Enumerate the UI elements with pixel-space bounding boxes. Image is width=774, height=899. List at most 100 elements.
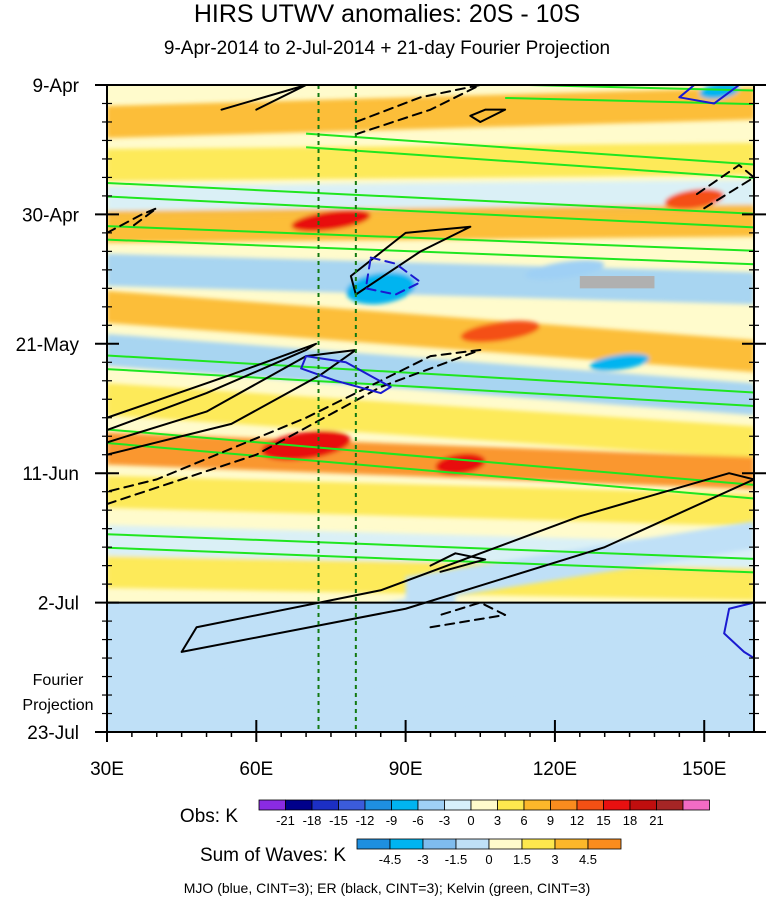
waves-colorbar-swatch: [422, 838, 457, 850]
obs-colorbar-swatch: [576, 799, 604, 811]
waves-colorbar-swatch: [455, 838, 490, 850]
kelvin-contour: [107, 354, 754, 394]
waves-colorbar-tick-label: 1.5: [513, 852, 531, 867]
chart-subtitle: 9-Apr-2014 to 2-Jul-2014 + 21-day Fourie…: [163, 38, 611, 59]
kelvin-contour: [107, 428, 754, 486]
waves-colorbar-swatch: [587, 838, 622, 850]
obs-colorbar-tick-label: -12: [356, 813, 375, 828]
er-contour: [107, 342, 318, 432]
waves-colorbar-tick-label: -3: [417, 852, 429, 867]
obs-colorbar-swatch: [470, 799, 498, 811]
projection-label: Fourier: [33, 672, 84, 689]
anomaly-blob: [699, 85, 739, 99]
er-contour: [469, 108, 507, 123]
plot-clip-group: [107, 85, 754, 732]
mjo-contour: [300, 355, 392, 395]
x-tick-label: 30E: [90, 759, 124, 780]
x-tick-label: 90E: [389, 759, 423, 780]
projection-anomaly: [405, 521, 754, 604]
kelvin-contour: [107, 238, 754, 266]
obs-colorbar-swatch: [523, 799, 551, 811]
waves-colorbar-label: Sum of Waves: K: [200, 845, 346, 866]
anomaly-band: [107, 383, 754, 459]
kelvin-contour: [107, 368, 754, 408]
obs-colorbar-tick-label: 18: [623, 813, 637, 828]
er-contour: [349, 225, 472, 296]
obs-colorbar-tick-label: -15: [329, 813, 348, 828]
plot-area: [107, 85, 754, 732]
obs-colorbar-swatch: [258, 799, 286, 811]
kelvin-contour: [107, 442, 754, 500]
waves-colorbar-swatch: [488, 838, 523, 850]
x-tick-label: 150E: [682, 759, 726, 780]
y-tick-label: 2-Jul: [38, 594, 79, 615]
anomaly-blob: [525, 260, 605, 280]
kelvin-contour: [306, 146, 754, 180]
projection-background: [107, 602, 754, 732]
obs-colorbar-tick-label: -9: [386, 813, 398, 828]
obs-colorbar-tick-label: 3: [494, 813, 501, 828]
waves-colorbar-swatch: [521, 838, 556, 850]
obs-colorbar-swatch: [338, 799, 366, 811]
kelvin-contour: [107, 546, 754, 574]
obs-colorbar-tick-label: -18: [303, 813, 322, 828]
waves-colorbar-tick-label: 3: [551, 852, 558, 867]
obs-colorbar-swatch: [444, 799, 472, 811]
obs-colorbar-tick-label: -6: [412, 813, 424, 828]
obs-colorbar-swatch: [417, 799, 445, 811]
obs-colorbar-tick-label: 0: [467, 813, 474, 828]
er-contour: [429, 601, 507, 629]
x-tick-label: 60E: [239, 759, 273, 780]
y-tick-label: 9-Apr: [33, 76, 80, 97]
projection-label: Projection: [22, 697, 93, 714]
waves-colorbar-tick-label: -4.5: [379, 852, 401, 867]
mjo-contour: [364, 256, 422, 296]
obs-colorbar-tick-label: 6: [520, 813, 527, 828]
anomaly-blob: [590, 353, 650, 371]
anomaly-blob: [664, 188, 724, 210]
x-tick-label: 120E: [533, 759, 577, 780]
obs-colorbar-swatch: [629, 799, 657, 811]
obs-colorbar-label: Obs: K: [180, 806, 238, 827]
chart-title: HIRS UTWV anomalies: 20S - 10S: [193, 0, 581, 28]
y-tick-label: 23-Jul: [27, 723, 79, 744]
anomaly-blob: [460, 320, 540, 343]
obs-colorbar-swatch: [391, 799, 419, 811]
missing-data: [579, 276, 655, 289]
mjo-contour: [678, 85, 741, 105]
er-contour: [107, 348, 482, 506]
y-tick-label: 30-Apr: [22, 205, 80, 226]
er-contour: [693, 164, 754, 210]
y-tick-label: 21-May: [16, 335, 80, 356]
waves-colorbar-tick-label: 4.5: [579, 852, 597, 867]
er-contour: [220, 85, 308, 111]
obs-colorbar-swatch: [285, 799, 313, 811]
obs-colorbar-tick-label: 12: [570, 813, 584, 828]
kelvin-contour: [107, 195, 754, 229]
er-contour: [354, 85, 482, 136]
obs-colorbar-swatch: [656, 799, 684, 811]
axes: 30E 60E 90E 120E 150E 9-Apr 30-Apr 21-May 11-Jun…: [16, 76, 766, 780]
mjo-contour: [723, 601, 754, 660]
obs-colorbar-swatch: [497, 799, 525, 811]
obs-colorbar-swatch: [550, 799, 578, 811]
waves-colorbar-swatch: [389, 838, 424, 850]
kelvin-contour: [306, 132, 754, 166]
obs-colorbar-tick-label: -21: [276, 813, 295, 828]
obs-colorbar-tick-label: 21: [649, 813, 663, 828]
waves-colorbar-tick-label: -1.5: [445, 852, 467, 867]
er-contour: [429, 552, 487, 573]
anomaly-blob: [291, 209, 371, 232]
obs-colorbar-swatch: [311, 799, 339, 811]
anomaly-blob: [346, 272, 416, 305]
waves-colorbar-tick-label: 0: [485, 852, 492, 867]
kelvin-contour: [107, 225, 754, 252]
obs-colorbar-swatch: [603, 799, 631, 811]
waves-colorbar-swatch: [554, 838, 589, 850]
anomaly-band: [107, 290, 754, 373]
projection-anomaly: [256, 613, 754, 732]
obs-colorbar-swatch: [364, 799, 392, 811]
obs-colorbar-tick-label: 9: [547, 813, 554, 828]
obs-colorbar-tick-label: -3: [439, 813, 451, 828]
